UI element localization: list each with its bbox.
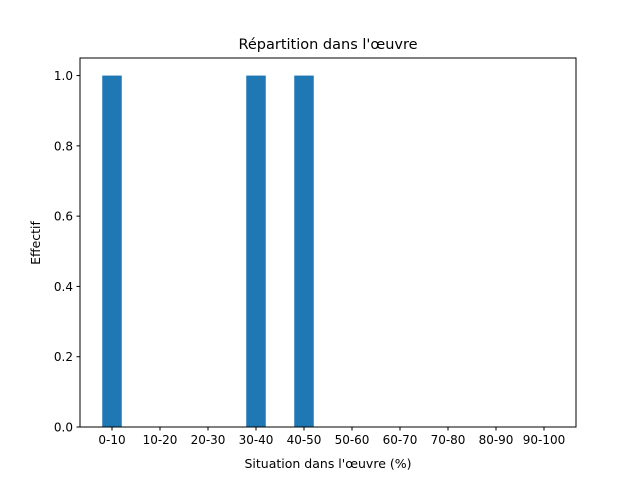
x-tick-label: 40-50: [287, 433, 322, 447]
bar-40-50: [294, 75, 314, 428]
y-tick-label: 0.2: [54, 350, 73, 364]
y-tick-label: 1.0: [54, 69, 73, 83]
y-tick-label: 0.0: [54, 421, 73, 435]
x-tick-label: 0-10: [98, 433, 125, 447]
x-tick-label: 60-70: [383, 433, 418, 447]
bar-0-10: [102, 75, 122, 428]
x-axis-ticks: 0-10 10-20 20-30 30-40 40-50 50-60 60-70 70-80 8…: [98, 427, 565, 447]
x-tick-label: 10-20: [143, 433, 178, 447]
y-tick-label: 0.8: [54, 139, 73, 153]
x-tick-label: 90-100: [523, 433, 566, 447]
x-axis-label: Situation dans l'œuvre (%): [245, 456, 412, 471]
axes-frame: [79, 57, 577, 428]
chart-title: Répartition dans l'œuvre: [238, 37, 417, 53]
y-axis-ticks: 0.0 0.2 0.4 0.6 0.8 1.0: [54, 69, 80, 435]
y-tick-label: 0.6: [54, 210, 73, 224]
x-tick-label: 70-80: [431, 433, 466, 447]
x-tick-label: 20-30: [191, 433, 226, 447]
bar-30-40: [246, 75, 266, 428]
x-tick-label: 50-60: [335, 433, 370, 447]
bars: [102, 75, 314, 428]
x-tick-label: 30-40: [239, 433, 274, 447]
y-tick-label: 0.4: [54, 280, 73, 294]
y-axis-label: Effectif: [28, 220, 43, 264]
x-tick-label: 80-90: [479, 433, 514, 447]
